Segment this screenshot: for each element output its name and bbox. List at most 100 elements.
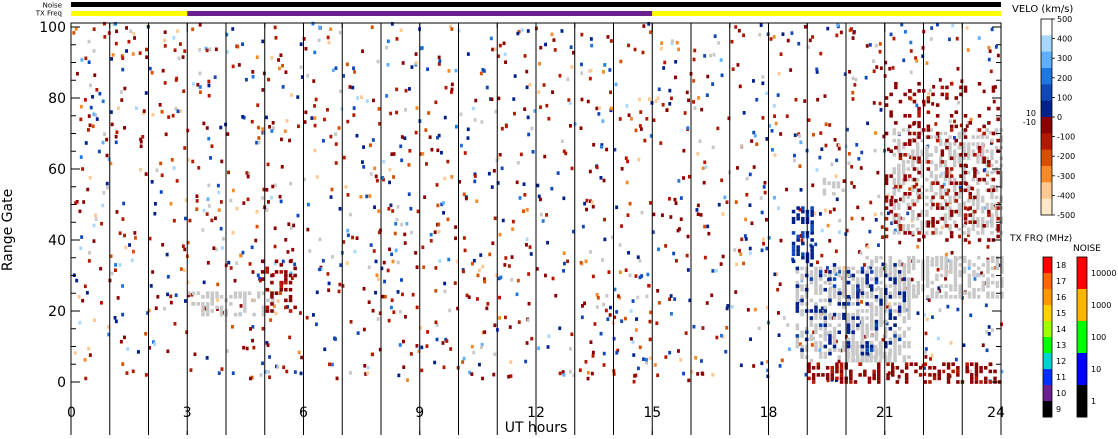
- scatter-cell: [765, 137, 769, 141]
- scatter-cell: [488, 252, 492, 257]
- scatter-cell: [958, 270, 962, 274]
- scatter-cell: [971, 199, 976, 203]
- scatter-cell: [838, 269, 842, 274]
- x-tick-label: 9: [415, 405, 424, 421]
- scatter-cell: [893, 284, 897, 288]
- scatter-cell: [915, 103, 919, 108]
- scatter-cell: [791, 252, 796, 256]
- scatter-cell: [851, 316, 855, 320]
- scatter-cell: [272, 304, 276, 308]
- scatter-cell: [980, 209, 985, 214]
- scatter-cell: [959, 123, 963, 128]
- x-tick-label: 6: [299, 405, 308, 421]
- scatter-cell: [463, 248, 467, 253]
- scatter-cell: [649, 310, 653, 315]
- scatter-cell: [462, 356, 466, 361]
- scatter-cell: [271, 184, 275, 189]
- scatter-cell: [493, 47, 497, 52]
- scatter-cell: [278, 66, 281, 71]
- scatter-cell: [634, 274, 638, 278]
- scatter-cell: [874, 131, 877, 135]
- scatter-cell: [225, 32, 229, 37]
- scatter-cell: [926, 96, 931, 100]
- scatter-cell: [898, 153, 903, 157]
- scatter-cell: [985, 181, 989, 185]
- scatter-cell: [996, 117, 1000, 122]
- scatter-cell: [893, 295, 897, 299]
- scatter-cell: [966, 184, 971, 189]
- scatter-cell: [820, 253, 824, 258]
- scatter-cell: [392, 175, 395, 179]
- noise-tick-label: 1000: [1091, 301, 1111, 310]
- scatter-cell: [290, 93, 293, 97]
- scatter-cell: [177, 56, 181, 61]
- scatter-cell: [515, 180, 519, 185]
- scatter-cell: [911, 188, 915, 193]
- scatter-cell: [207, 204, 211, 208]
- scatter-cell: [901, 128, 906, 132]
- scatter-cell: [966, 199, 971, 203]
- scatter-cell: [299, 311, 302, 315]
- scatter-cell: [987, 188, 991, 193]
- scatter-cell: [984, 376, 988, 381]
- scatter-cell: [953, 136, 956, 140]
- scatter-cell: [874, 337, 879, 342]
- scatter-cell: [434, 100, 438, 105]
- scatter-cell: [176, 29, 180, 33]
- scatter-cell: [801, 216, 805, 221]
- scatter-cell: [775, 272, 779, 276]
- scatter-cell: [892, 36, 896, 41]
- scatter-cell: [273, 25, 277, 30]
- scatter-cell: [878, 101, 882, 106]
- scatter-cell: [959, 181, 963, 185]
- scatter-cell: [360, 95, 363, 99]
- scatter-cell: [902, 334, 907, 338]
- scatter-cell: [860, 309, 865, 313]
- scatter-cell: [915, 167, 920, 171]
- scatter-cell: [924, 355, 928, 359]
- scatter-cell: [436, 135, 439, 140]
- velocity-color-swatch: [1041, 19, 1052, 36]
- scatter-cell: [591, 204, 595, 209]
- scatter-cell: [326, 272, 330, 276]
- scatter-cell: [163, 44, 167, 48]
- scatter-cell: [860, 323, 865, 327]
- scatter-cell: [897, 220, 901, 224]
- scatter-cell: [884, 330, 888, 335]
- scatter-cell: [884, 287, 888, 292]
- scatter-cell: [897, 163, 901, 168]
- scatter-cell: [916, 259, 920, 264]
- scatter-cell: [832, 266, 837, 271]
- scatter-cell: [959, 92, 963, 97]
- scatter-cell: [381, 294, 385, 299]
- scatter-cell: [949, 124, 954, 129]
- scatter-cell: [945, 138, 949, 143]
- scatter-cell: [800, 355, 804, 359]
- scatter-cell: [560, 29, 564, 33]
- scatter-cell: [580, 315, 584, 320]
- scatter-cell: [649, 134, 653, 138]
- scatter-cell: [144, 172, 148, 176]
- scatter-cell: [742, 261, 745, 266]
- scatter-cell: [925, 153, 929, 157]
- scatter-cell: [994, 209, 999, 214]
- scatter-cell: [980, 195, 985, 200]
- scatter-cell: [414, 130, 418, 135]
- scatter-cell: [243, 309, 247, 313]
- scatter-cell: [898, 224, 903, 228]
- scatter-cell: [870, 263, 874, 267]
- scatter-cell: [403, 232, 407, 237]
- scatter-cell: [976, 160, 980, 164]
- scatter-cell: [606, 317, 610, 321]
- scatter-cell: [150, 70, 154, 75]
- scatter-cell: [510, 255, 514, 259]
- scatter-cell: [402, 365, 406, 369]
- scatter-cell: [853, 380, 858, 384]
- scatter-cell: [417, 349, 421, 353]
- scatter-cell: [887, 351, 892, 356]
- scatter-cell: [572, 50, 575, 55]
- scatter-cell: [679, 217, 683, 221]
- scatter-cell: [977, 36, 981, 40]
- scatter-cell: [800, 344, 804, 349]
- scatter-cell: [198, 71, 202, 76]
